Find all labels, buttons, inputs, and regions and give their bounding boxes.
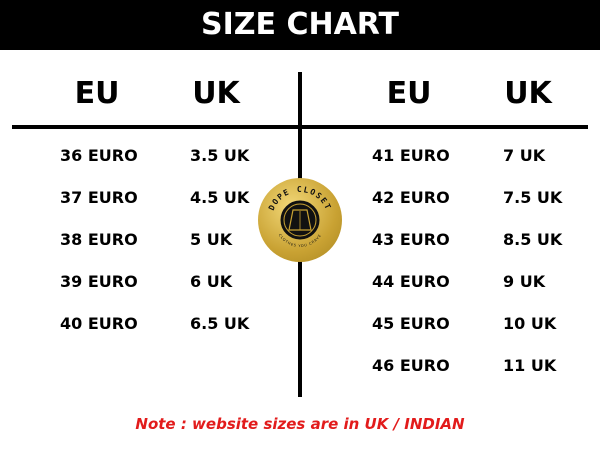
left-eu-size: 37 EURO bbox=[60, 188, 138, 207]
left-eu-header: EU bbox=[74, 76, 120, 111]
right-uk-size: 7.5 UK bbox=[503, 188, 563, 207]
right-uk-size: 7 UK bbox=[503, 146, 546, 165]
left-eu-size: 38 EURO bbox=[60, 230, 138, 249]
right-uk-header: UK bbox=[504, 76, 552, 111]
right-eu-size: 41 EURO bbox=[372, 146, 450, 165]
left-uk-size: 6.5 UK bbox=[190, 314, 250, 333]
left-eu-size: 40 EURO bbox=[60, 314, 138, 333]
page-title: SIZE CHART bbox=[0, 0, 600, 50]
right-uk-size: 10 UK bbox=[503, 314, 557, 333]
left-eu-size: 36 EURO bbox=[60, 146, 138, 165]
right-eu-size: 45 EURO bbox=[372, 314, 450, 333]
left-uk-header: UK bbox=[192, 76, 240, 111]
right-eu-size: 46 EURO bbox=[372, 356, 450, 375]
right-eu-size: 44 EURO bbox=[372, 272, 450, 291]
left-uk-size: 3.5 UK bbox=[190, 146, 250, 165]
dope-closet-logo: DOPE CLOSET CLOTHES YOU CRAVE bbox=[258, 178, 342, 262]
left-uk-size: 5 UK bbox=[190, 230, 233, 249]
right-eu-size: 42 EURO bbox=[372, 188, 450, 207]
right-eu-size: 43 EURO bbox=[372, 230, 450, 249]
left-eu-size: 39 EURO bbox=[60, 272, 138, 291]
right-eu-header: EU bbox=[386, 76, 432, 111]
left-uk-size: 6 UK bbox=[190, 272, 233, 291]
right-uk-size: 8.5 UK bbox=[503, 230, 563, 249]
right-uk-size: 9 UK bbox=[503, 272, 546, 291]
note-text: Note : website sizes are in UK / INDIAN bbox=[135, 415, 465, 433]
left-uk-size: 4.5 UK bbox=[190, 188, 250, 207]
right-uk-size: 11 UK bbox=[503, 356, 557, 375]
